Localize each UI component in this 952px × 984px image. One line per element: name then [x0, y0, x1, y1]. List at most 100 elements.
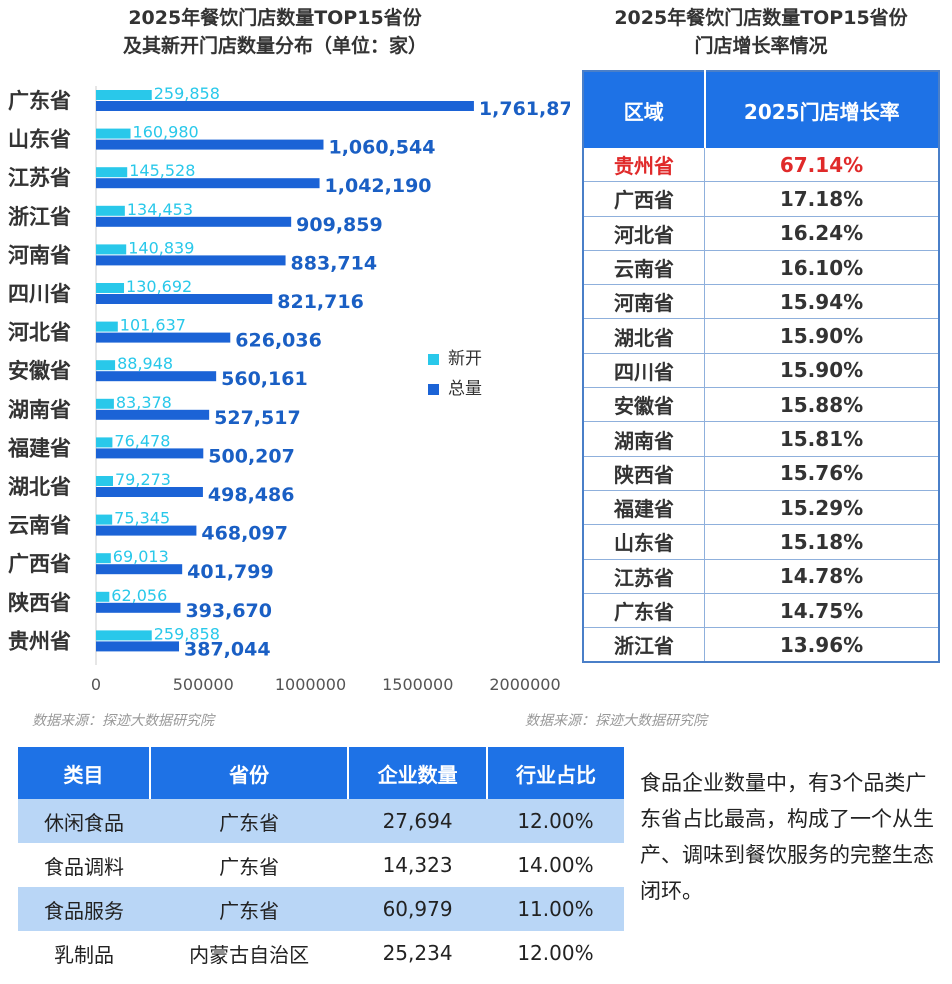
food-table-row: 休闲食品 广东省 27,694 12.00% — [18, 799, 624, 843]
growth-table-cell: 15.76% — [704, 456, 939, 491]
label-new: 79,273 — [115, 470, 171, 489]
growth-table-row: 陕西省 15.76% — [583, 456, 939, 491]
bar-total — [96, 178, 320, 189]
bar-total — [96, 564, 183, 575]
bar-new — [96, 591, 110, 602]
label-new: 76,478 — [114, 431, 170, 450]
source-left: 数据来源：探迹大数据研究院 — [32, 713, 214, 729]
right-table-title: 2025年餐饮门店数量TOP15省份 门店增长率情况 — [582, 4, 940, 60]
growth-table-cell: 15.29% — [704, 490, 939, 526]
growth-table-cell: 广西省 — [583, 181, 705, 217]
growth-table-row: 山东省 15.18% — [583, 524, 939, 560]
x-tick-label: 500000 — [173, 675, 234, 694]
bar-total — [96, 409, 210, 420]
growth-table-cell: 16.24% — [704, 216, 939, 251]
bar-total — [96, 294, 273, 304]
growth-table-row: 江苏省 14.78% — [583, 559, 939, 594]
growth-table-cell: 14.78% — [704, 559, 939, 594]
category-label: 山东省 — [8, 128, 71, 152]
growth-table-cell: 15.88% — [704, 387, 939, 423]
label-total: 821,716 — [277, 291, 364, 313]
x-tick-label: 1000000 — [275, 675, 346, 694]
label-total: 393,670 — [185, 600, 272, 622]
legend-new: 新开 — [428, 344, 482, 369]
bar-new — [96, 476, 114, 486]
food-table-row: 食品服务 广东省 60,979 11.00% — [18, 887, 624, 931]
bar-new — [96, 630, 152, 641]
food-table-cell: 休闲食品 — [18, 799, 151, 843]
growth-table-row: 广东省 14.75% — [583, 593, 939, 629]
legend-new-label: 新开 — [448, 349, 482, 369]
bar-new — [96, 360, 116, 371]
legend-new-swatch — [428, 353, 439, 365]
left-title-line1: 2025年餐饮门店数量TOP15省份 — [128, 7, 422, 29]
bar-new — [96, 283, 125, 293]
bar-new — [96, 514, 113, 525]
growth-table-cell: 贵州省 — [583, 148, 705, 183]
legend-total-label: 总量 — [448, 379, 482, 399]
x-tick-label: 0 — [91, 675, 101, 694]
growth-table-cell: 四川省 — [583, 353, 705, 389]
growth-table-cell: 15.94% — [704, 284, 939, 320]
bar-total — [96, 487, 203, 497]
bar-total — [96, 332, 231, 343]
growth-table-header-cell: 2025门店增长率 — [704, 71, 939, 148]
category-label: 河南省 — [8, 243, 71, 267]
food-table-row: 食品调料 广东省 14,323 14.00% — [18, 843, 624, 887]
food-table-cell: 11.00% — [486, 887, 624, 931]
label-new: 75,345 — [114, 509, 170, 528]
food-table-cell: 14.00% — [486, 843, 624, 887]
category-label: 贵州省 — [8, 629, 71, 653]
bar-total — [96, 216, 292, 227]
bar-total — [96, 139, 324, 150]
growth-table-cell: 安徽省 — [583, 387, 705, 423]
growth-table-cell: 17.18% — [704, 181, 939, 217]
growth-table-cell: 湖南省 — [583, 421, 705, 457]
label-total: 500,207 — [208, 445, 295, 467]
label-new: 259,858 — [154, 624, 220, 643]
food-table-header-cell: 省份 — [150, 747, 350, 799]
label-total: 560,161 — [221, 368, 308, 390]
category-label: 湖北省 — [8, 475, 71, 499]
category-label: 湖南省 — [8, 398, 71, 422]
food-table-cell: 25,234 — [348, 931, 487, 975]
label-new: 145,528 — [129, 161, 195, 180]
growth-table-cell: 16.10% — [704, 250, 939, 286]
label-total: 1,060,544 — [328, 137, 435, 159]
food-enterprise-table: 类目 省份 企业数量 行业占比 休闲食品 广东省 27,694 12.00% 食品调料 广东省 1… — [18, 747, 624, 975]
growth-table-cell: 67.14% — [704, 148, 939, 183]
bar-total — [96, 371, 217, 382]
growth-table-cell: 云南省 — [583, 250, 705, 286]
label-total: 468,097 — [201, 523, 288, 545]
category-label: 安徽省 — [8, 359, 71, 383]
category-label: 福建省 — [7, 436, 71, 460]
label-new: 83,378 — [116, 393, 172, 412]
growth-table-row: 河南省 15.94% — [583, 284, 939, 320]
growth-table-cell: 江苏省 — [583, 559, 705, 594]
bar-new — [96, 321, 118, 332]
growth-table-row: 浙江省 13.96% — [583, 627, 939, 663]
bar-total — [96, 641, 180, 652]
growth-table-cell: 15.18% — [704, 524, 939, 560]
legend-total-swatch — [428, 383, 439, 395]
growth-table-row: 福建省 15.29% — [583, 490, 939, 526]
food-table-cell: 内蒙古自治区 — [150, 931, 349, 975]
food-table-cell: 12.00% — [486, 931, 624, 975]
label-new: 140,839 — [128, 238, 194, 257]
growth-table-cell: 湖北省 — [583, 318, 705, 354]
bar-new — [96, 398, 114, 409]
right-title-line1: 2025年餐饮门店数量TOP15省份 — [614, 7, 908, 29]
food-table-cell: 60,979 — [348, 887, 487, 931]
growth-table-row: 湖南省 15.81% — [583, 421, 939, 457]
label-total: 401,799 — [187, 561, 274, 583]
food-table-cell: 乳制品 — [18, 931, 151, 975]
food-table-header-cell: 类目 — [18, 747, 152, 799]
food-table-cell: 27,694 — [348, 799, 487, 843]
label-total: 387,044 — [184, 638, 271, 660]
growth-table-cell: 浙江省 — [583, 627, 705, 663]
growth-table-cell: 15.81% — [704, 421, 939, 457]
summary-note: 食品企业数量中，有3个品类广东省占比最高，构成了一个从生产、调味到餐饮服务的完整… — [640, 771, 934, 903]
label-new: 134,453 — [127, 200, 193, 219]
growth-table-cell: 河北省 — [583, 216, 705, 251]
category-label: 河北省 — [8, 321, 71, 345]
